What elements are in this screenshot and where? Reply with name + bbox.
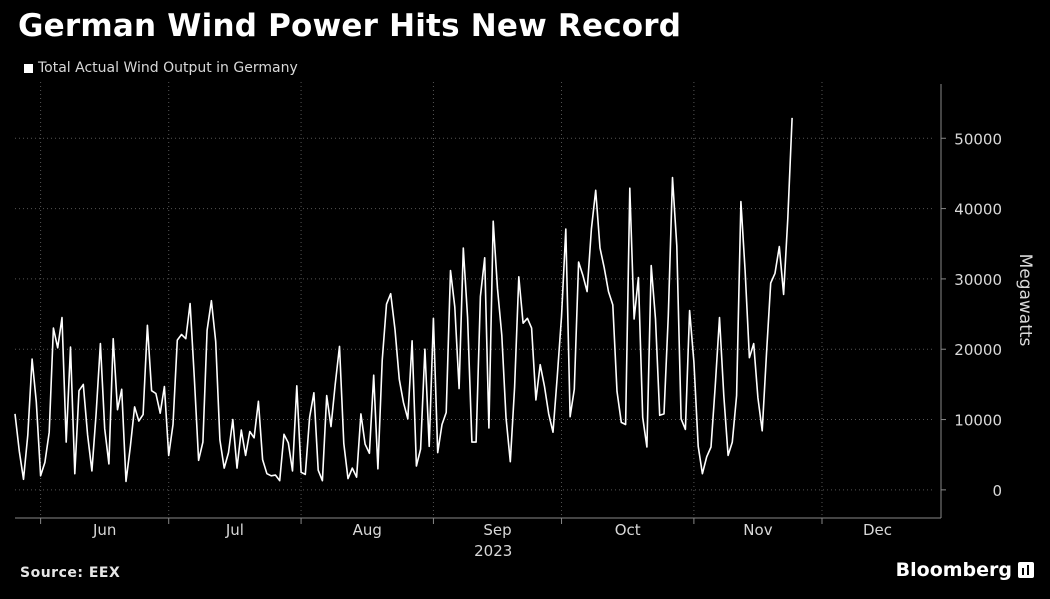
x-tick-label: Jun (92, 521, 116, 539)
bloomberg-logo: Bloomberg (896, 559, 1034, 581)
legend-swatch (24, 63, 33, 73)
y-tick-label: 10000 (954, 412, 1002, 430)
brand-name: Bloomberg (895, 559, 1012, 581)
series-line (14, 117, 793, 483)
x-tick-label: Oct (615, 521, 641, 539)
y-tick-label: 40000 (954, 201, 1002, 219)
x-tick-label: Dec (863, 521, 892, 539)
legend-label: Total Actual Wind Output in Germany (38, 60, 298, 76)
y-tick-label: 20000 (954, 341, 1002, 359)
chart-icon (1018, 562, 1034, 578)
x-tick-label: Jul (225, 521, 244, 539)
legend: Total Actual Wind Output in Germany (24, 60, 298, 76)
y-axis-label: Megawatts (1015, 254, 1035, 347)
y-tick-label: 50000 (954, 130, 1002, 148)
x-tick-label: Sep (483, 521, 511, 539)
source-note: Source: EEX (20, 565, 121, 581)
chart-title: German Wind Power Hits New Record (18, 8, 682, 44)
y-tick-label: 30000 (954, 271, 1002, 289)
x-tick-label: Aug (353, 521, 382, 539)
y-tick-label: 0 (992, 482, 1002, 500)
x-tick-label: Nov (743, 521, 772, 539)
x-axis-label: 2023 (474, 542, 512, 560)
